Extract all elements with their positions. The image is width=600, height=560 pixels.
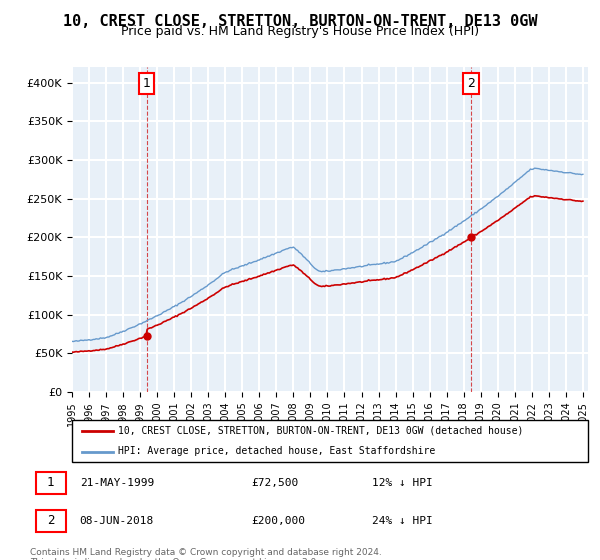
Text: 12% ↓ HPI: 12% ↓ HPI (372, 478, 433, 488)
Text: 2: 2 (47, 514, 55, 528)
Text: 08-JUN-2018: 08-JUN-2018 (80, 516, 154, 526)
FancyBboxPatch shape (35, 510, 66, 532)
Text: HPI: Average price, detached house, East Staffordshire: HPI: Average price, detached house, East… (118, 446, 436, 456)
FancyBboxPatch shape (72, 420, 588, 462)
Text: 10, CREST CLOSE, STRETTON, BURTON-ON-TRENT, DE13 0GW (detached house): 10, CREST CLOSE, STRETTON, BURTON-ON-TRE… (118, 426, 524, 436)
Text: £200,000: £200,000 (251, 516, 305, 526)
Text: 24% ↓ HPI: 24% ↓ HPI (372, 516, 433, 526)
Text: 10, CREST CLOSE, STRETTON, BURTON-ON-TRENT, DE13 0GW: 10, CREST CLOSE, STRETTON, BURTON-ON-TRE… (63, 14, 537, 29)
Text: 2: 2 (467, 77, 475, 90)
FancyBboxPatch shape (35, 472, 66, 494)
Text: Price paid vs. HM Land Registry's House Price Index (HPI): Price paid vs. HM Land Registry's House … (121, 25, 479, 38)
Text: 1: 1 (143, 77, 151, 90)
Text: 21-MAY-1999: 21-MAY-1999 (80, 478, 154, 488)
Text: £72,500: £72,500 (251, 478, 298, 488)
Text: Contains HM Land Registry data © Crown copyright and database right 2024.
This d: Contains HM Land Registry data © Crown c… (30, 548, 382, 560)
Text: 1: 1 (47, 477, 55, 489)
